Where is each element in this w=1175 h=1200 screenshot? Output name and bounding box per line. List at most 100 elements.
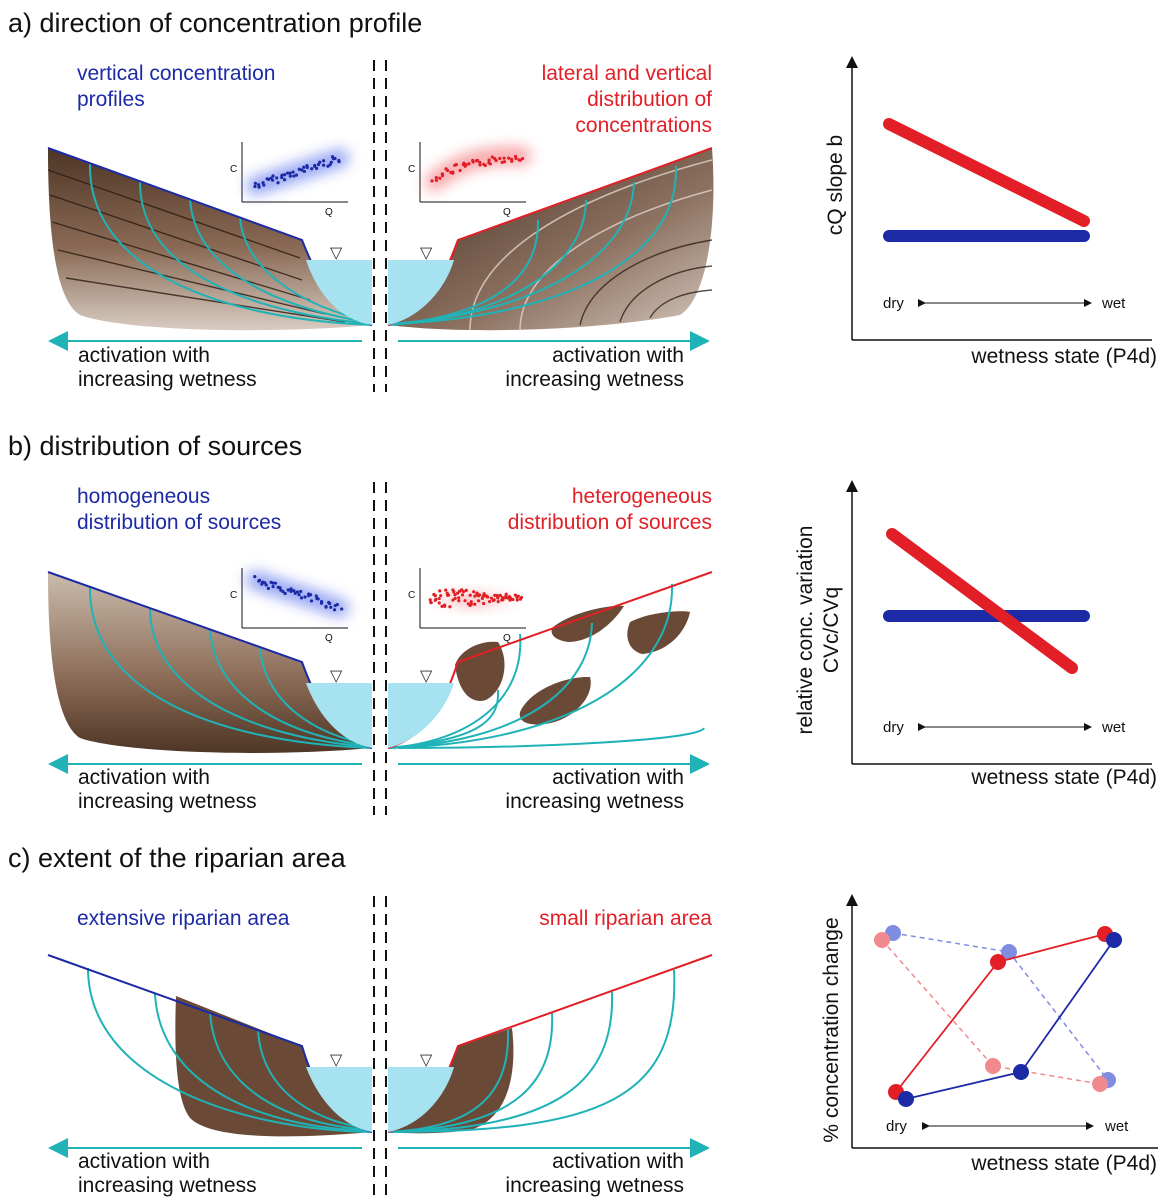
- inset-scatter-dot: [498, 593, 502, 598]
- chart-c-dry-label: dry: [886, 1118, 907, 1135]
- activation-right-line2: increasing wetness: [505, 368, 684, 391]
- inset-scatter-dot: [469, 602, 473, 606]
- left-soil-layers: [47, 169, 346, 323]
- chart-b-ylabel-line2: CVc/CVq: [820, 587, 843, 673]
- inset-scatter-dot: [473, 602, 477, 606]
- inset-scatter-dot: [440, 173, 445, 178]
- panel-b-right-label-line2: distribution of sources: [508, 511, 712, 534]
- chart-c-red-faded-point: [1092, 1076, 1108, 1092]
- inset-scatter-dot: [297, 167, 301, 171]
- water-level-icon-left: ▽: [330, 1052, 343, 1069]
- inset-scatter-dot: [324, 605, 328, 609]
- inset-scatter-dot: [276, 585, 280, 589]
- inset-scatter-dot: [467, 162, 471, 166]
- panel-b-left-label-line2: distribution of sources: [77, 511, 281, 534]
- inset-scatter-dot: [299, 589, 303, 594]
- chart-a-ylabel: cQ slope b: [824, 135, 847, 235]
- inset-scatter-dot: [282, 178, 287, 182]
- panel-b-title: b) distribution of sources: [8, 431, 302, 461]
- panel-a-right-label-line1: lateral and vertical: [542, 62, 712, 85]
- inset-scatter-dot: [271, 581, 275, 585]
- inset-scatter-dot: [443, 603, 447, 607]
- panel-c-right-label: small riparian area: [539, 907, 712, 930]
- inset-scatter-dot: [292, 589, 296, 593]
- chart-c-blue-point: [1106, 932, 1122, 948]
- chart-c: % concentration change wetness state (P4…: [820, 894, 1158, 1175]
- inset-scatter-dot: [337, 160, 341, 164]
- inset-scatter-dot: [438, 176, 442, 180]
- inset-scatter-dot: [518, 158, 522, 162]
- inset-scatter-dot: [478, 160, 482, 165]
- inset-scatter-dot: [305, 165, 309, 170]
- inset-scatter-dot: [487, 158, 491, 162]
- inset-scatter-dot: [295, 590, 300, 594]
- inset-scatter-dot: [491, 598, 495, 603]
- inset-scatter-dot: [520, 157, 525, 161]
- inset-scatter-dot: [303, 595, 307, 599]
- inset-scatter-dot: [288, 171, 292, 175]
- chart-c-blue-faded-point: [1001, 944, 1017, 960]
- inset-scatter-dot: [271, 174, 275, 178]
- chart-c-blue-point: [1013, 1064, 1029, 1080]
- panel-a-left-label-line2: profiles: [77, 88, 145, 111]
- inset-scatter-dot: [463, 599, 467, 603]
- right-stream-water: [388, 260, 454, 325]
- inset-scatter-dot: [439, 594, 443, 598]
- chart-c-red-faded-point: [874, 932, 890, 948]
- inset-scatter-dot: [478, 163, 482, 167]
- inset-scatter-dot: [273, 581, 278, 585]
- inset-scatter-dot: [453, 593, 457, 597]
- inset-scatter-dot: [506, 596, 510, 600]
- inset-scatter-dot: [294, 173, 299, 177]
- inset-scatter-dot: [313, 164, 317, 168]
- right-flowpaths-b: [387, 583, 705, 749]
- inset-scatter-dot: [519, 595, 524, 600]
- panel-a: a) direction of concentration profile ve…: [8, 8, 1157, 392]
- panel-c-title: c) extent of the riparian area: [8, 843, 347, 873]
- panel-c: c) extent of the riparian area extensive…: [8, 843, 1158, 1198]
- inset-scatter-dot: [308, 593, 313, 597]
- chart-c-red-point: [990, 954, 1006, 970]
- chart-b-dry-label: dry: [883, 719, 904, 736]
- inset-scatter-dot: [288, 174, 292, 178]
- inset-scatter-dot: [444, 167, 448, 171]
- inset-scatter-dot: [493, 593, 497, 597]
- inset-scatter-dot: [498, 156, 502, 161]
- inset-scatter-dot: [283, 173, 287, 177]
- left-riparian-soil-c: [175, 996, 372, 1137]
- inset-y-label: C: [408, 164, 415, 175]
- panel-c-left-label: extensive riparian area: [77, 907, 290, 930]
- inset-scatter-dot: [511, 597, 515, 602]
- activation-left-line2: increasing wetness: [78, 790, 257, 813]
- inset-scatter-dot: [291, 170, 295, 174]
- inset-scatter-dot: [454, 162, 458, 167]
- inset-scatter-dot: [515, 598, 519, 602]
- inset-scatter-dot: [496, 600, 500, 604]
- inset-scatter-dot: [297, 593, 301, 597]
- inset-plot-b-left: C Q: [230, 568, 349, 644]
- inset-scatter-dot: [429, 600, 433, 605]
- chart-c-blue-point: [898, 1091, 914, 1107]
- inset-scatter-dot: [451, 598, 455, 602]
- center-divider-b: [373, 482, 387, 815]
- inset-scatter-dot: [433, 594, 437, 598]
- right-flowpaths-c: [387, 969, 676, 1133]
- inset-scatter-dot: [460, 593, 465, 597]
- activation-right-line1: activation with: [552, 766, 684, 789]
- inset-scatter-dot: [456, 591, 460, 595]
- water-level-icon-right: ▽: [420, 1052, 433, 1069]
- inset-scatter-dot: [257, 578, 262, 583]
- inset-scatter-dot: [329, 160, 333, 164]
- water-level-icon-right: ▽: [420, 668, 433, 685]
- inset-scatter-dot: [481, 594, 485, 598]
- inset-scatter-dot: [482, 601, 486, 606]
- inset-scatter-dot: [253, 575, 257, 579]
- inset-plot-a-right: C Q: [408, 142, 531, 218]
- inset-scatter-dot: [469, 600, 473, 604]
- inset-scatter-dot: [299, 596, 304, 600]
- right-flowpaths: [387, 165, 678, 326]
- inset-scatter-dot: [321, 159, 326, 163]
- chart-c-red-faded-point: [985, 1058, 1001, 1074]
- inset-x-label: Q: [325, 207, 333, 218]
